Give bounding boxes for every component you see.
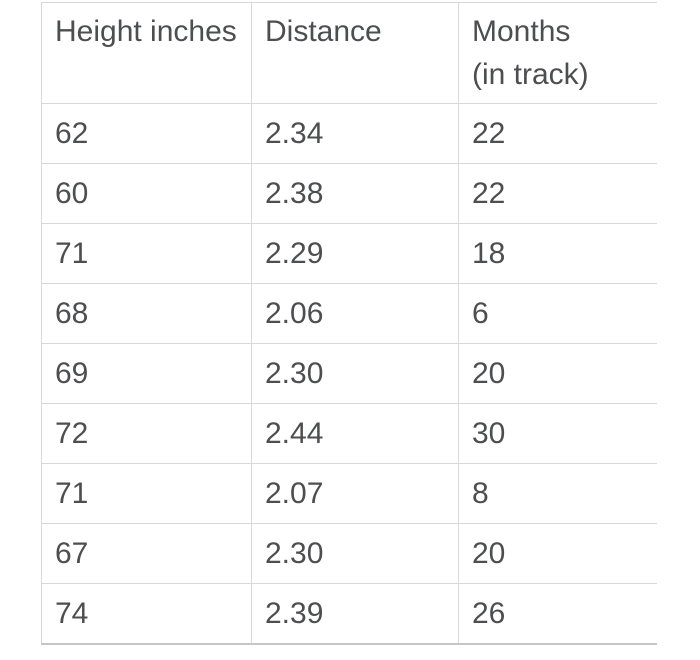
header-row: Height inches Distance Months (in track) [41, 2, 657, 104]
table-cell: 2.07 [251, 463, 459, 524]
table-cell: 30 [458, 403, 657, 464]
table-cell: 2.38 [251, 163, 459, 224]
table-cell: 8 [458, 463, 657, 524]
table-cell: 69 [41, 343, 252, 404]
table-cell: 20 [458, 343, 657, 404]
table-row: 71 2.29 18 [41, 223, 657, 284]
table-cell: 68 [41, 283, 252, 344]
table-cell: 2.30 [251, 523, 459, 584]
table-row: 62 2.34 22 [41, 103, 657, 164]
table-cell: 22 [458, 103, 657, 164]
table-cell: 71 [41, 223, 252, 284]
table-cell: 2.44 [251, 403, 459, 464]
table-row: 60 2.38 22 [41, 163, 657, 224]
table-cell: 2.30 [251, 343, 459, 404]
table-cell: 71 [41, 463, 252, 524]
table-cell: 26 [458, 583, 657, 645]
table-cell: 6 [458, 283, 657, 344]
table-cell: 2.39 [251, 583, 459, 645]
table-cell: 2.29 [251, 223, 459, 284]
column-header-height-inches: Height inches [41, 2, 252, 104]
table-cell: 20 [458, 523, 657, 584]
table-cell: 72 [41, 403, 252, 464]
table-row: 69 2.30 20 [41, 343, 657, 404]
data-table: Height inches Distance Months (in track)… [41, 2, 657, 645]
table-cell: 60 [41, 163, 252, 224]
table-cell: 74 [41, 583, 252, 645]
table-row: 74 2.39 26 [41, 583, 657, 645]
column-header-months-in-track: Months (in track) [458, 2, 657, 104]
table-cell: 2.34 [251, 103, 459, 164]
column-header-distance: Distance [251, 2, 459, 104]
table-row: 67 2.30 20 [41, 523, 657, 584]
table-row: 72 2.44 30 [41, 403, 657, 464]
table-cell: 18 [458, 223, 657, 284]
table-cell: 62 [41, 103, 252, 164]
table-cell: 67 [41, 523, 252, 584]
table-row: 71 2.07 8 [41, 463, 657, 524]
table-cell: 22 [458, 163, 657, 224]
table-cell: 2.06 [251, 283, 459, 344]
table-row: 68 2.06 6 [41, 283, 657, 344]
